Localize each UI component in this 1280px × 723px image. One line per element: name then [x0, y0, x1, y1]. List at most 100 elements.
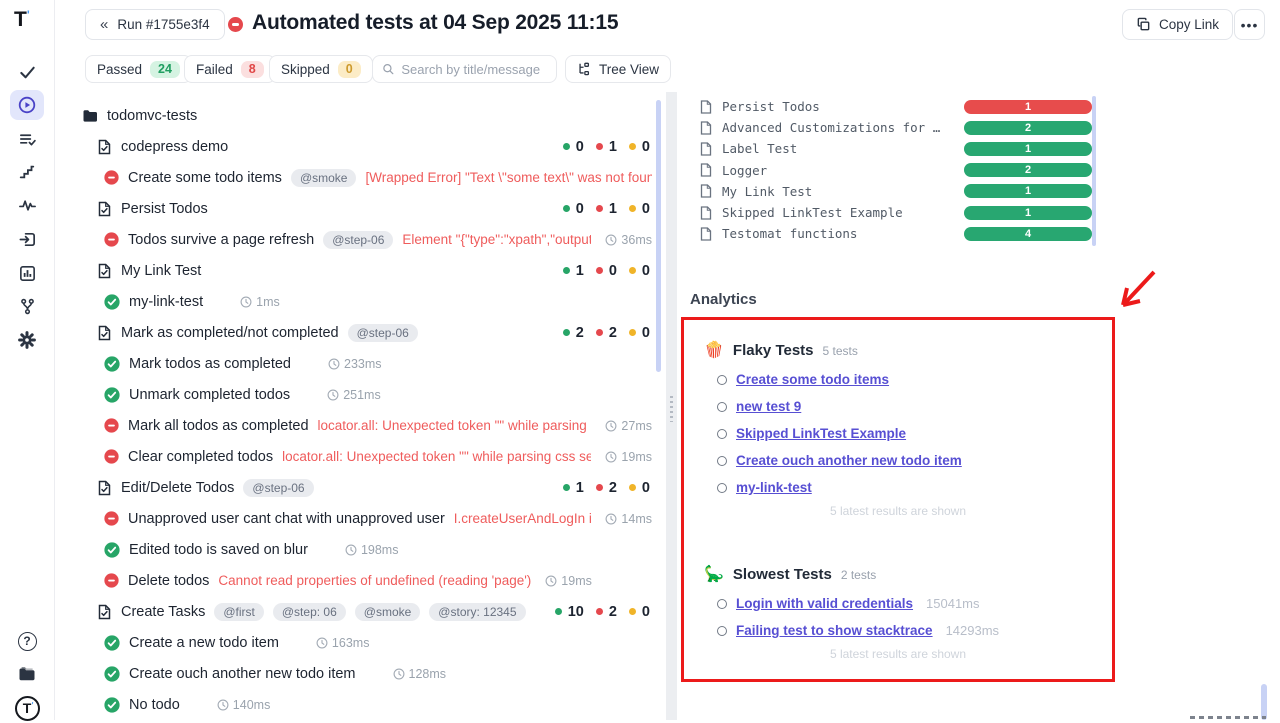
- test-row[interactable]: Create ouch another new todo item 128ms: [70, 658, 652, 689]
- result-bar: 2: [964, 163, 1092, 178]
- test-link[interactable]: my-link-test: [736, 480, 812, 495]
- list-check-icon[interactable]: [10, 124, 44, 154]
- test-row[interactable]: Mark todos as completed 233ms: [70, 348, 652, 379]
- suite-row[interactable]: Persist Todos 0 1 0: [70, 193, 652, 224]
- skipped-count: 0: [628, 263, 650, 279]
- analytics-list-item: Login with valid credentials 15041ms: [717, 590, 1097, 617]
- suite-row[interactable]: Edit/Delete Todos @step-06 1 2 0: [70, 472, 652, 503]
- test-row[interactable]: Create some todo items @smoke [Wrapped Err…: [70, 162, 652, 193]
- test-link[interactable]: Create some todo items: [736, 372, 890, 387]
- test-row[interactable]: No todo 140ms: [70, 689, 652, 720]
- circle-bullet-icon: [717, 598, 727, 609]
- test-title: Unapproved user cant chat with unapprove…: [128, 510, 445, 527]
- page-title: Automated tests at 04 Sep 2025 11:15: [252, 11, 619, 34]
- skipped-count: 0: [628, 480, 650, 496]
- test-row[interactable]: Delete todos Cannot read properties of un…: [70, 565, 652, 596]
- folder-row[interactable]: todomvc-tests: [70, 100, 652, 131]
- test-row[interactable]: Clear completed todos locator.all: Unexpe…: [70, 441, 652, 472]
- error-message: [Wrapped Error] "Text \"some text\" was …: [365, 170, 652, 185]
- test-link[interactable]: Skipped LinkTest Example: [736, 426, 907, 441]
- test-title: codepress demo: [121, 138, 229, 155]
- test-title: Unmark completed todos: [129, 386, 291, 403]
- duration: 1ms: [240, 295, 280, 309]
- suite-row[interactable]: Create Tasks @first @step: 06 @smoke @story:…: [70, 596, 652, 627]
- gear-icon[interactable]: [10, 325, 44, 355]
- passed-count-value: 10: [567, 603, 584, 620]
- run-play-icon[interactable]: [10, 90, 44, 120]
- clock-icon: [316, 637, 328, 649]
- page-scrollbar[interactable]: [1261, 684, 1267, 720]
- git-branch-icon[interactable]: [10, 291, 44, 321]
- clock-icon: [217, 699, 229, 711]
- app-logo: T': [14, 8, 30, 31]
- test-link[interactable]: Login with valid credentials: [736, 596, 914, 611]
- test-row[interactable]: Unapproved user cant chat with unapprove…: [70, 503, 652, 534]
- clock-icon: [605, 451, 617, 463]
- clock-icon: [605, 513, 617, 525]
- suite-summary-row[interactable]: Label Test 1: [700, 138, 1092, 159]
- result-counts: 2 2 0: [562, 325, 652, 341]
- test-link[interactable]: Create ouch another new todo item: [736, 453, 962, 468]
- passed-status-icon: [104, 386, 120, 403]
- suite-summary-row[interactable]: Skipped LinkTest Example 1: [700, 202, 1092, 223]
- passed-status-icon: [104, 665, 120, 682]
- back-to-run-button[interactable]: « Run #1755e3f4: [85, 9, 225, 40]
- suite-summary-row[interactable]: Persist Todos 1: [700, 96, 1092, 117]
- flaky-tests-title: Flaky Tests: [732, 342, 814, 359]
- help-icon[interactable]: ?: [10, 626, 44, 656]
- test-title: Persist Todos: [121, 200, 208, 217]
- left-panel-scrollbar[interactable]: [656, 100, 661, 372]
- test-row[interactable]: Mark all todos as completed locator.all: …: [70, 410, 652, 441]
- docs-folder-icon[interactable]: [10, 659, 44, 689]
- test-row[interactable]: Create a new todo item 163ms: [70, 627, 652, 658]
- test-title: Edited todo is saved on blur: [129, 541, 308, 558]
- error-message: Cannot read properties of undefined (rea…: [218, 573, 532, 588]
- analytics-list-item: new test 9: [717, 393, 1097, 420]
- failed-dot-icon: [595, 267, 603, 274]
- test-row[interactable]: Todos survive a page refresh @step-06 Elem…: [70, 224, 652, 255]
- filter-failed-button[interactable]: Failed 8: [184, 55, 276, 83]
- failed-count-value: 1: [608, 200, 617, 217]
- suite-list-scrollbar[interactable]: [1092, 96, 1096, 246]
- test-title: Mark all todos as completed: [128, 417, 309, 434]
- search-input[interactable]: [401, 61, 547, 77]
- failed-count-value: 1: [608, 138, 617, 155]
- suite-row[interactable]: codepress demo 0 1 0: [70, 131, 652, 162]
- test-link[interactable]: Failing test to show stacktrace: [736, 623, 933, 638]
- failed-dot-icon: [595, 143, 603, 150]
- failed-count: 0: [595, 263, 617, 279]
- skipped-count: 0: [628, 604, 650, 620]
- logo-icon[interactable]: T ': [10, 693, 44, 723]
- analytics-list-item: Create ouch another new todo item: [717, 447, 1097, 474]
- test-link[interactable]: new test 9: [736, 399, 802, 414]
- result-bar: 1: [964, 99, 1092, 114]
- skipped-count-badge: 0: [337, 60, 361, 78]
- suite-summary-row[interactable]: Advanced Customizations for … 2: [700, 117, 1092, 138]
- test-row[interactable]: Unmark completed todos 251ms: [70, 379, 652, 410]
- suite-summary-row[interactable]: My Link Test 1: [700, 181, 1092, 202]
- failed-count-badge: 8: [240, 60, 264, 78]
- filter-passed-button[interactable]: Passed 24: [85, 55, 192, 83]
- test-title: todomvc-tests: [107, 107, 198, 124]
- skipped-count: 0: [628, 325, 650, 341]
- check-icon[interactable]: [10, 57, 44, 87]
- bar-chart-icon[interactable]: [10, 258, 44, 288]
- suite-summary-row[interactable]: Logger 2: [700, 160, 1092, 181]
- steps-icon[interactable]: [10, 157, 44, 187]
- test-row[interactable]: Edited todo is saved on blur 198ms: [70, 534, 652, 565]
- passed-count: 1: [562, 479, 584, 496]
- passed-count-value: 1: [575, 479, 584, 496]
- slowest-tests-header: 🦕 Slowest Tests 2 tests: [704, 564, 876, 584]
- suite-row[interactable]: My Link Test 1 0 0: [70, 255, 652, 286]
- pulse-icon[interactable]: [10, 190, 44, 220]
- copy-link-button[interactable]: Copy Link: [1122, 9, 1234, 40]
- import-icon[interactable]: [10, 224, 44, 254]
- tree-view-button[interactable]: Tree View: [565, 55, 672, 83]
- divider-drag-handle[interactable]: [670, 396, 673, 422]
- test-row[interactable]: my-link-test 1ms: [70, 286, 652, 317]
- suite-row[interactable]: Mark as completed/not completed @step-06 2…: [70, 317, 652, 348]
- filter-skipped-button[interactable]: Skipped 0: [269, 55, 373, 83]
- failed-status-icon: [104, 449, 119, 464]
- more-options-button[interactable]: •••: [1234, 9, 1265, 40]
- suite-summary-row[interactable]: Testomat functions 4: [700, 223, 1092, 244]
